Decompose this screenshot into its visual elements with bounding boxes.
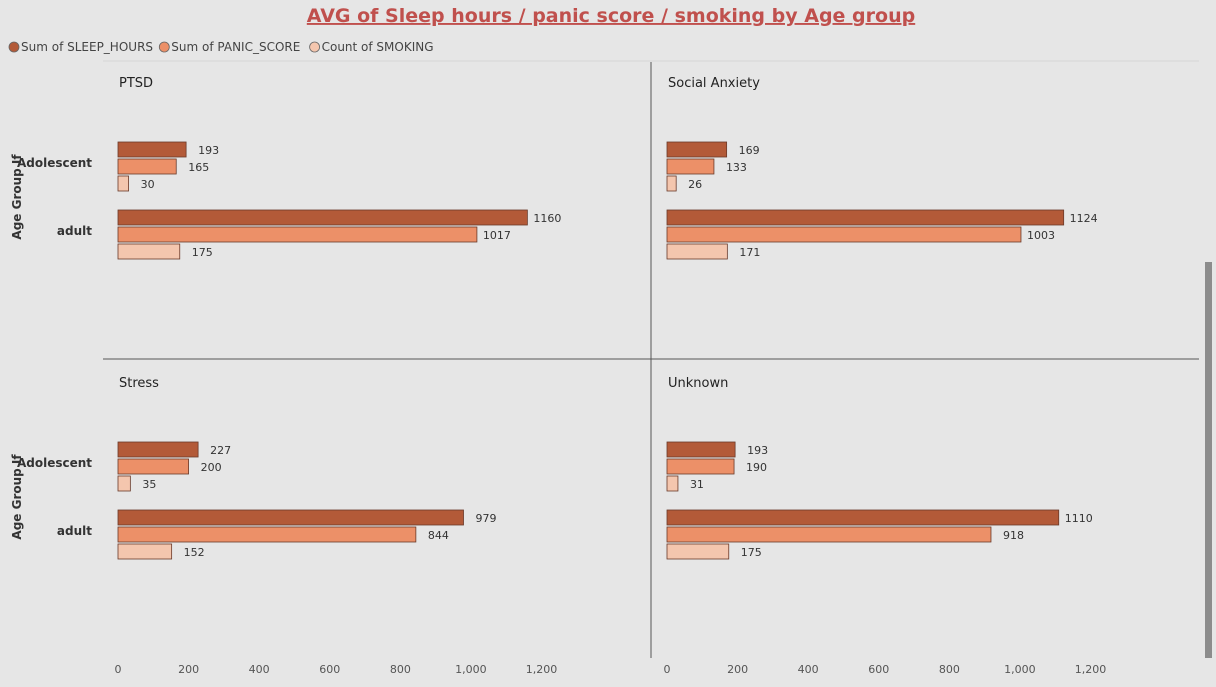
data-label: 169 [739, 144, 760, 157]
bar-adult-series-0 [117, 509, 464, 526]
x-tick-label: 1,200 [526, 663, 558, 676]
x-tick-label: 400 [249, 663, 270, 676]
bar-adolescent-series-0 [117, 441, 199, 458]
data-label: 918 [1003, 529, 1024, 542]
bar-adolescent-series-0 [666, 141, 728, 158]
bar-adult-series-2 [117, 243, 181, 260]
small-multiples: PTSD Adolescent 193 165 30 adult 1160 1017 175 So… [10, 60, 1199, 658]
x-tick-label: 1,000 [1004, 663, 1036, 676]
x-tick-label: 0 [664, 663, 671, 676]
bar-adolescent-series-2 [117, 475, 131, 492]
legend-label-1: Sum of PANIC_SCORE [171, 40, 300, 54]
legend-label-2: Count of SMOKING [322, 40, 434, 54]
bar-adolescent-series-0 [117, 141, 187, 158]
panel-title: Unknown [668, 376, 728, 391]
bar-adult-series-2 [666, 243, 728, 260]
bar-adolescent-series-1 [117, 458, 189, 475]
legend-label-0: Sum of SLEEP_HOURS [21, 40, 153, 54]
data-label: 190 [746, 461, 767, 474]
data-label: 30 [141, 178, 155, 191]
x-tick-label: 800 [939, 663, 960, 676]
panel-social-anxiety: Social Anxiety 169 133 26 1124 1003 171 [666, 76, 1098, 260]
x-tick-label: 400 [798, 663, 819, 676]
data-label: 979 [476, 512, 497, 525]
bar-adult-series-0 [117, 209, 528, 226]
legend: Sum of SLEEP_HOURS Sum of PANIC_SCORE Coun… [8, 40, 434, 54]
bar-adolescent-series-2 [666, 475, 679, 492]
x-tick-label: 600 [868, 663, 889, 676]
data-label: 133 [726, 161, 747, 174]
legend-marker-2 [309, 41, 321, 53]
panel-ptsd: PTSD Adolescent 193 165 30 adult 1160 1017 175 [17, 76, 561, 260]
bar-adult-series-0 [666, 509, 1060, 526]
data-label: 35 [142, 478, 156, 491]
data-label: 165 [188, 161, 209, 174]
data-label: 171 [739, 246, 760, 259]
y-axis-title: Age Group If [10, 154, 24, 240]
bar-adult-series-1 [117, 526, 417, 543]
bar-adolescent-series-1 [117, 158, 177, 175]
legend-marker-1 [158, 41, 170, 53]
data-label: 1017 [483, 229, 511, 242]
data-label: 844 [428, 529, 449, 542]
x-tick-label: 1,200 [1075, 663, 1107, 676]
chart-title: AVG of Sleep hours / panic score / smoki… [307, 5, 915, 27]
data-label: 31 [690, 478, 704, 491]
data-label: 1003 [1027, 229, 1055, 242]
data-label: 1124 [1070, 212, 1098, 225]
x-tick-label: 200 [178, 663, 199, 676]
data-label: 175 [192, 246, 213, 259]
panel-stress: Stress Adolescent 227 200 35 adult 979 844 152 [17, 376, 497, 560]
x-tick-label: 600 [319, 663, 340, 676]
x-axis-1: 0 200 400 600 800 1,000 1,200 [664, 663, 1107, 676]
data-label: 1110 [1065, 512, 1093, 525]
bar-adolescent-series-2 [117, 175, 129, 192]
bar-adult-series-0 [666, 209, 1065, 226]
data-label: 175 [741, 546, 762, 559]
scrollbar[interactable] [1205, 262, 1212, 658]
bar-adult-series-2 [666, 543, 730, 560]
x-tick-label: 0 [115, 663, 122, 676]
bar-adolescent-series-0 [666, 441, 736, 458]
data-label: 26 [688, 178, 702, 191]
panel-title: PTSD [119, 76, 153, 91]
panel-title: Social Anxiety [668, 76, 760, 91]
data-label: 193 [747, 444, 768, 457]
data-label: 193 [198, 144, 219, 157]
legend-marker-0 [8, 41, 20, 53]
category-label: Adolescent [17, 456, 92, 470]
category-label: adult [57, 224, 92, 238]
bar-adult-series-1 [666, 526, 992, 543]
bar-adult-series-1 [117, 226, 478, 243]
panel-title: Stress [119, 376, 159, 391]
data-label: 1160 [533, 212, 561, 225]
x-tick-label: 800 [390, 663, 411, 676]
bar-adult-series-1 [666, 226, 1022, 243]
category-label: adult [57, 524, 92, 538]
y-axis-title: Age Group If [10, 454, 24, 540]
category-label: Adolescent [17, 156, 92, 170]
data-label: 227 [210, 444, 231, 457]
data-label: 200 [201, 461, 222, 474]
x-tick-label: 1,000 [455, 663, 487, 676]
panel-unknown: Unknown 193 190 31 1110 918 175 [666, 376, 1093, 560]
x-axes: 0 200 400 600 800 1,000 1,200 0 200 400 600 800 1,00… [115, 663, 1107, 676]
data-label: 152 [184, 546, 205, 559]
bar-adolescent-series-1 [666, 158, 715, 175]
bar-adolescent-series-2 [666, 175, 677, 192]
bar-adult-series-2 [117, 543, 173, 560]
x-axis-0: 0 200 400 600 800 1,000 1,200 [115, 663, 558, 676]
x-tick-label: 200 [727, 663, 748, 676]
bar-adolescent-series-1 [666, 458, 735, 475]
